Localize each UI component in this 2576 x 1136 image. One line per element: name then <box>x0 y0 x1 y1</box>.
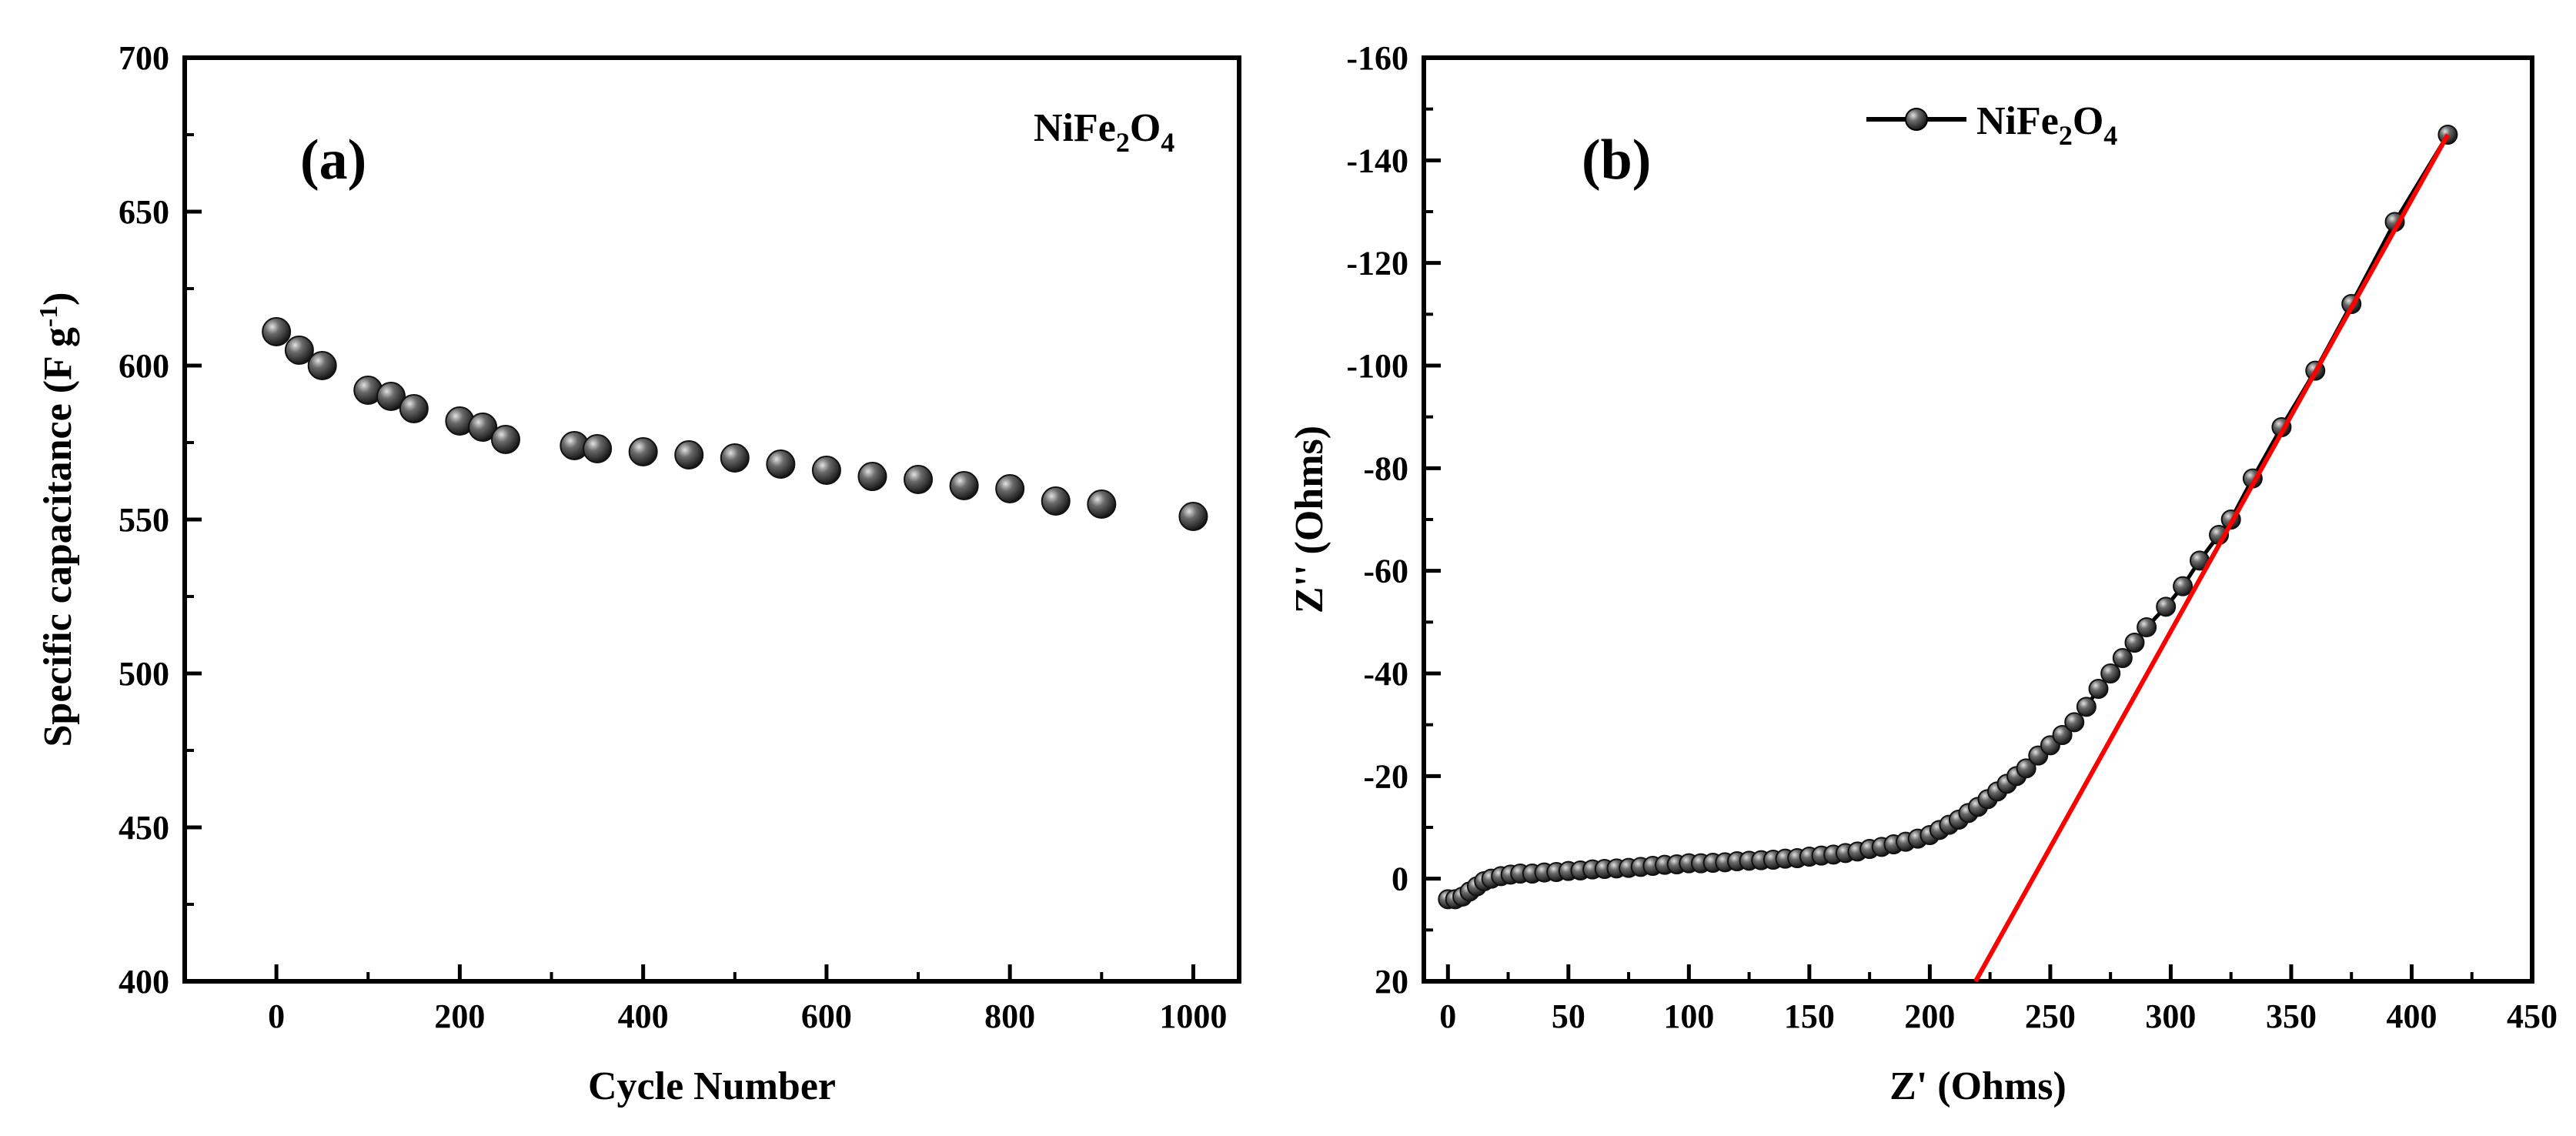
x-tick-label: 250 <box>2025 997 2076 1035</box>
data-point <box>376 382 406 411</box>
data-point <box>949 471 979 500</box>
tick-labels-a: 0 200 400 600 800 1000 400 450 500 550 600 650 700 <box>119 39 1227 1035</box>
y-tick-label: 450 <box>119 809 169 847</box>
data-point <box>2052 725 2073 745</box>
y-axis-title-a: Specific capacitance (F g-1) <box>35 292 81 747</box>
data-point <box>904 465 934 494</box>
tick-labels-b: 0 50 100 150 200 250 300 350 400 450200-20-40-60-… <box>1346 39 2558 1035</box>
data-point <box>307 351 337 380</box>
x-axis-title-a: Cycle Number <box>588 1064 836 1108</box>
data-point <box>2016 758 2036 779</box>
data-point <box>1178 502 1208 531</box>
panel-label-a: (a) <box>300 129 366 192</box>
x-tick-label: 0 <box>268 997 285 1035</box>
x-tick-label: 400 <box>2386 997 2437 1035</box>
y-tick-label: -100 <box>1346 347 1408 385</box>
data-point <box>2156 596 2177 617</box>
data-point <box>720 443 750 473</box>
data-point <box>857 462 887 491</box>
data-point <box>468 413 498 442</box>
x-tick-label: 350 <box>2266 997 2317 1035</box>
data-point <box>284 336 314 365</box>
y-tick-label: -60 <box>1363 553 1408 590</box>
x-tick-label: 0 <box>1439 997 1456 1035</box>
y-tick-label: 400 <box>119 963 169 1001</box>
series-b <box>1438 125 2458 983</box>
x-tick-label: 600 <box>801 997 852 1035</box>
legend-label: NiFe2O4 <box>1976 99 2117 151</box>
y-tick-label: -20 <box>1363 757 1408 795</box>
annotation-nife2o4-a: NiFe2O4 <box>1034 106 1174 158</box>
data-point <box>628 437 658 466</box>
data-point <box>2137 617 2157 637</box>
data-point <box>399 394 429 423</box>
x-tick-label: 400 <box>618 997 669 1035</box>
x-tick-label: 450 <box>2507 997 2558 1035</box>
data-point <box>995 474 1025 503</box>
plot-frame-a <box>182 55 1241 984</box>
data-point <box>811 456 841 485</box>
panel-a: 0 200 400 600 800 1000 400 450 500 550 600 650 700 (… <box>35 39 1241 1108</box>
nyquist-line <box>1448 133 2450 901</box>
y-tick-label: -80 <box>1363 449 1408 487</box>
x-tick-label: 50 <box>1552 997 1585 1035</box>
data-point <box>2112 648 2133 668</box>
y-tick-label: 20 <box>1375 963 1408 1001</box>
x-tick-label: 800 <box>984 997 1035 1035</box>
data-point <box>262 317 292 346</box>
axis-ticks-a <box>185 55 1195 984</box>
x-tick-label: 300 <box>2145 997 2196 1035</box>
x-tick-label: 150 <box>1784 997 1835 1035</box>
y-tick-label: 500 <box>119 655 169 693</box>
y-tick-label: -140 <box>1346 142 1408 179</box>
data-point <box>2088 679 2109 699</box>
plot-frame-b <box>1422 55 2534 984</box>
data-point <box>766 449 796 479</box>
y-tick-label: 600 <box>119 347 169 385</box>
y-tick-label: -160 <box>1346 39 1408 77</box>
legend-b: NiFe2O4 <box>1866 99 2117 151</box>
x-tick-label: 200 <box>1904 997 1955 1035</box>
x-tick-label: 1000 <box>1159 997 1227 1035</box>
x-axis-title-b: Z' (Ohms) <box>1889 1064 2066 1108</box>
data-point <box>2173 576 2193 596</box>
y-tick-label: -120 <box>1346 245 1408 282</box>
y-tick-label: 550 <box>119 501 169 539</box>
data-point <box>2100 663 2121 683</box>
panel-b: 0 50 100 150 200 250 300 350 400 450200-20-40-60-… <box>1288 39 2558 1108</box>
y-tick-label: 700 <box>119 39 169 77</box>
data-point <box>1041 486 1071 516</box>
y-axis-title-b: Z'' (Ohms) <box>1288 426 1331 613</box>
data-point <box>583 434 613 463</box>
x-tick-label: 200 <box>434 997 485 1035</box>
x-tick-label: 100 <box>1663 997 1714 1035</box>
legend-marker <box>1905 108 1928 131</box>
data-point <box>490 425 520 454</box>
data-point <box>2124 633 2145 653</box>
data-point <box>2064 712 2085 733</box>
y-tick-label: -40 <box>1363 655 1408 693</box>
data-point <box>674 440 704 469</box>
data-point <box>1087 489 1117 519</box>
y-tick-label: 0 <box>1392 860 1408 898</box>
panel-label-b: (b) <box>1582 129 1651 192</box>
data-point <box>2076 697 2097 717</box>
series-points-a <box>262 317 1208 531</box>
y-tick-label: 650 <box>119 193 169 231</box>
axis-ticks-b <box>1424 55 2534 984</box>
linear-fit-line <box>1973 133 2451 983</box>
